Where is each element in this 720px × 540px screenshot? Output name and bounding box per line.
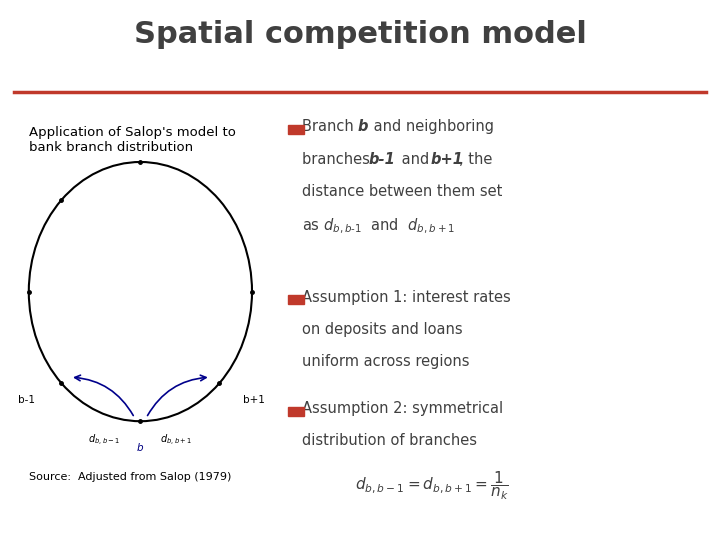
- Text: on deposits and loans: on deposits and loans: [302, 322, 463, 337]
- Text: distance between them set: distance between them set: [302, 184, 503, 199]
- Text: Branch: Branch: [302, 119, 359, 134]
- Text: CROATIAN NATIONAL BANK: CROATIAN NATIONAL BANK: [284, 516, 436, 526]
- Text: distribution of branches: distribution of branches: [302, 433, 477, 448]
- Text: $d_{b,b-1} = d_{b,b+1} = \dfrac{1}{n_k}$: $d_{b,b-1} = d_{b,b+1} = \dfrac{1}{n_k}$: [355, 470, 509, 502]
- Text: b: b: [137, 443, 144, 454]
- Text: Spatial competition model: Spatial competition model: [134, 19, 586, 49]
- Text: and neighboring: and neighboring: [369, 119, 494, 134]
- Text: uniform across regions: uniform across regions: [302, 354, 470, 369]
- Text: Assumption 2: symmetrical: Assumption 2: symmetrical: [302, 401, 503, 416]
- Text: $d_{b,b+1}$: $d_{b,b+1}$: [160, 433, 192, 448]
- FancyBboxPatch shape: [288, 295, 304, 304]
- Text: , the: , the: [459, 152, 492, 167]
- Text: as $d_{b,b\text{-}1}$  and  $d_{b,b+1}$: as $d_{b,b\text{-}1}$ and $d_{b,b+1}$: [302, 217, 456, 236]
- Text: Assumption 1: interest rates: Assumption 1: interest rates: [302, 289, 511, 305]
- Text: b+1: b+1: [431, 152, 464, 167]
- Text: b-1: b-1: [19, 395, 35, 406]
- FancyBboxPatch shape: [288, 407, 304, 416]
- Text: b-1: b-1: [369, 152, 395, 167]
- Text: Source:  Adjusted from Salop (1979): Source: Adjusted from Salop (1979): [29, 472, 231, 482]
- Text: Application of Salop's model to
bank branch distribution: Application of Salop's model to bank bra…: [29, 125, 235, 153]
- Text: and: and: [397, 152, 434, 167]
- Text: b+1: b+1: [243, 395, 265, 406]
- Text: b: b: [357, 119, 368, 134]
- FancyBboxPatch shape: [288, 125, 304, 134]
- Text: $d_{b,b-1}$: $d_{b,b-1}$: [89, 433, 121, 448]
- Text: branches: branches: [302, 152, 375, 167]
